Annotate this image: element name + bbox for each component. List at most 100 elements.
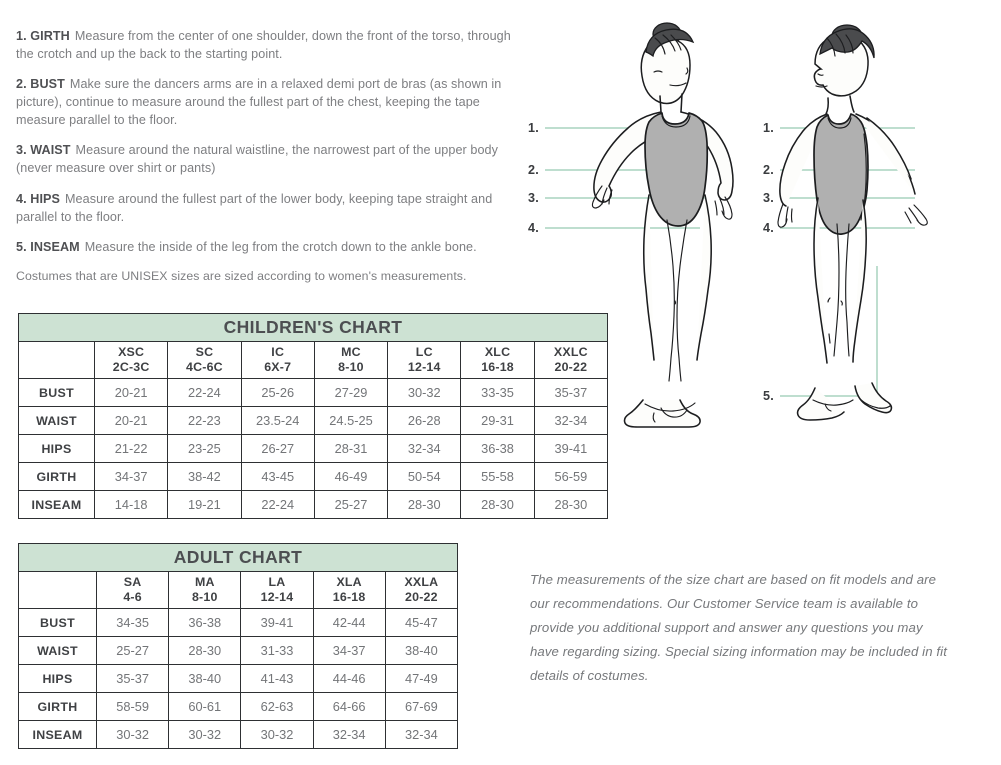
instruction-keyword: BUST: [30, 77, 65, 92]
children-size-column-header: SC 4C-6C: [167, 341, 242, 379]
instruction-keyword: HIPS: [30, 191, 60, 206]
adult-title: ADULT CHART: [18, 543, 458, 572]
table-row: HIPS 21-22 23-25 26-27 28-31 32-34 36-38 39-41: [18, 434, 609, 463]
instruction-number: 2.: [16, 77, 27, 92]
children-measure-value: 38-42: [167, 462, 242, 491]
callout-front-4: 4.: [528, 221, 539, 235]
size-range: 2C-3C: [112, 360, 150, 374]
children-measure-value: 26-28: [387, 406, 462, 435]
instruction-number: 1.: [16, 29, 27, 43]
adult-measure-value: 38-40: [168, 664, 242, 693]
adult-measure-value: 25-27: [95, 636, 170, 665]
measuring-instructions: 1. GIRTH Measure from the center of one s…: [16, 28, 516, 283]
adult-measure-value: 67-69: [384, 692, 459, 721]
adult-measure-value: 30-32: [168, 720, 242, 749]
instruction-number: 3.: [16, 143, 27, 158]
children-measure-label: WAIST: [18, 406, 95, 435]
children-measure-value: 34-37: [93, 462, 169, 491]
table-row: HIPS 35-37 38-40 41-43 44-46 47-49: [18, 664, 459, 693]
children-measure-value: 20-21: [93, 406, 169, 435]
adult-measure-value: 36-38: [168, 608, 242, 637]
children-size-column-header: XLC 16-18: [460, 341, 535, 379]
children-measure-value: 33-35: [460, 378, 535, 407]
size-range: 16-18: [481, 360, 514, 374]
instruction-waist: 3. WAIST Measure around the natural waist…: [16, 142, 516, 178]
children-measure-value: 55-58: [460, 462, 535, 491]
adult-measure-value: 32-34: [384, 720, 459, 749]
adult-measure-value: 60-61: [168, 692, 242, 721]
children-size-column-header: XSC 2C-3C: [93, 341, 169, 379]
size-range: 20-22: [554, 360, 588, 374]
instruction-keyword: INSEAM: [30, 239, 80, 254]
children-measure-value: 28-30: [387, 490, 462, 519]
size-chart-disclaimer: The measurements of the size chart are b…: [530, 572, 947, 684]
adult-measure-label: HIPS: [18, 664, 97, 693]
size-range: 20-22: [405, 590, 438, 604]
instruction-text: Make sure the dancers arms are in a rela…: [16, 77, 502, 127]
size-code: MC: [341, 344, 361, 359]
adult-size-column-header: SA 4-6: [95, 571, 170, 609]
adult-size-column-header: LA 12-14: [240, 571, 314, 609]
children-measure-value: 28-30: [533, 490, 609, 519]
table-row: WAIST 20-21 22-23 23.5-24 24.5-25 26-28 29-31 3…: [18, 406, 609, 435]
adult-measure-value: 28-30: [168, 636, 242, 665]
table-row: GIRTH 58-59 60-61 62-63 64-66 67-69: [18, 692, 459, 721]
side-dancer-figure: [777, 24, 928, 421]
instruction-girth: 1. GIRTH Measure from the center of one s…: [16, 28, 516, 64]
children-measure-value: 46-49: [313, 462, 389, 491]
table-row: WAIST 25-27 28-30 31-33 34-37 38-40: [18, 636, 459, 665]
callout-side-1: 1.: [763, 121, 774, 135]
adult-measure-value: 41-43: [240, 664, 314, 693]
front-dancer-figure: [591, 22, 734, 428]
children-measure-value: 20-21: [93, 378, 169, 407]
size-code: LC: [415, 344, 433, 359]
adult-measure-label: GIRTH: [18, 692, 97, 721]
instruction-number: 4.: [16, 191, 27, 206]
children-measure-value: 22-24: [240, 490, 315, 519]
adult-measure-value: 30-32: [240, 720, 314, 749]
callout-inseam-5: 5.: [763, 389, 774, 403]
size-code: XXLC: [553, 344, 588, 359]
size-code: MA: [194, 574, 215, 589]
children-measure-value: 25-26: [240, 378, 315, 407]
children-measure-label: INSEAM: [18, 490, 95, 519]
children-measure-value: 28-31: [313, 434, 389, 463]
children-measure-value: 56-59: [533, 462, 609, 491]
size-code: IC: [271, 344, 285, 359]
adult-measure-label: INSEAM: [18, 720, 97, 749]
adult-size-column-header: MA 8-10: [168, 571, 242, 609]
callout-side-4: 4.: [763, 221, 774, 235]
table-row: INSEAM 14-18 19-21 22-24 25-27 28-30 28-30 28-3…: [18, 490, 609, 519]
instruction-text: Measure around the natural waistline, th…: [16, 143, 499, 176]
adult-measure-value: 34-37: [312, 636, 386, 665]
children-measure-value: 50-54: [387, 462, 462, 491]
size-code: SC: [195, 344, 214, 359]
size-code: XLA: [336, 574, 362, 589]
size-code: XXLA: [404, 574, 439, 589]
instruction-keyword: WAIST: [30, 143, 71, 158]
adult-measure-value: 32-34: [312, 720, 386, 749]
adult-measure-value: 35-37: [95, 664, 170, 693]
children-measure-value: 28-30: [460, 490, 535, 519]
children-measure-label: GIRTH: [18, 462, 95, 491]
children-size-column-header: LC 12-14: [387, 341, 462, 379]
children-measure-value: 39-41: [533, 434, 609, 463]
adult-corner-cell: [18, 571, 97, 609]
adult-measure-label: BUST: [18, 608, 97, 637]
callout-front-2: 2.: [528, 163, 539, 177]
callout-front-3: 3.: [528, 191, 539, 205]
instruction-keyword: GIRTH: [30, 29, 70, 43]
size-range: 8-10: [191, 590, 218, 604]
adult-size-chart: ADULT CHART SA 4-6 MA 8-10 LA 12-14 XLA 16-18 XXL…: [18, 543, 459, 749]
adult-measure-value: 47-49: [384, 664, 459, 693]
children-title: CHILDREN'S CHART: [18, 313, 608, 342]
instruction-text: Measure around the fullest part of the l…: [16, 191, 493, 224]
children-measure-value: 23-25: [167, 434, 242, 463]
childrens-size-chart: CHILDREN'S CHART XSC 2C-3C SC 4C-6C IC 6X-7 MC 8…: [18, 313, 609, 519]
size-range: 16-18: [332, 590, 366, 604]
instruction-text: Measure the inside of the leg from the c…: [84, 239, 477, 254]
size-range: 4C-6C: [186, 360, 223, 374]
children-size-column-header: IC 6X-7: [240, 341, 315, 379]
adult-measure-value: 39-41: [240, 608, 314, 637]
callout-side-2: 2.: [763, 163, 774, 177]
